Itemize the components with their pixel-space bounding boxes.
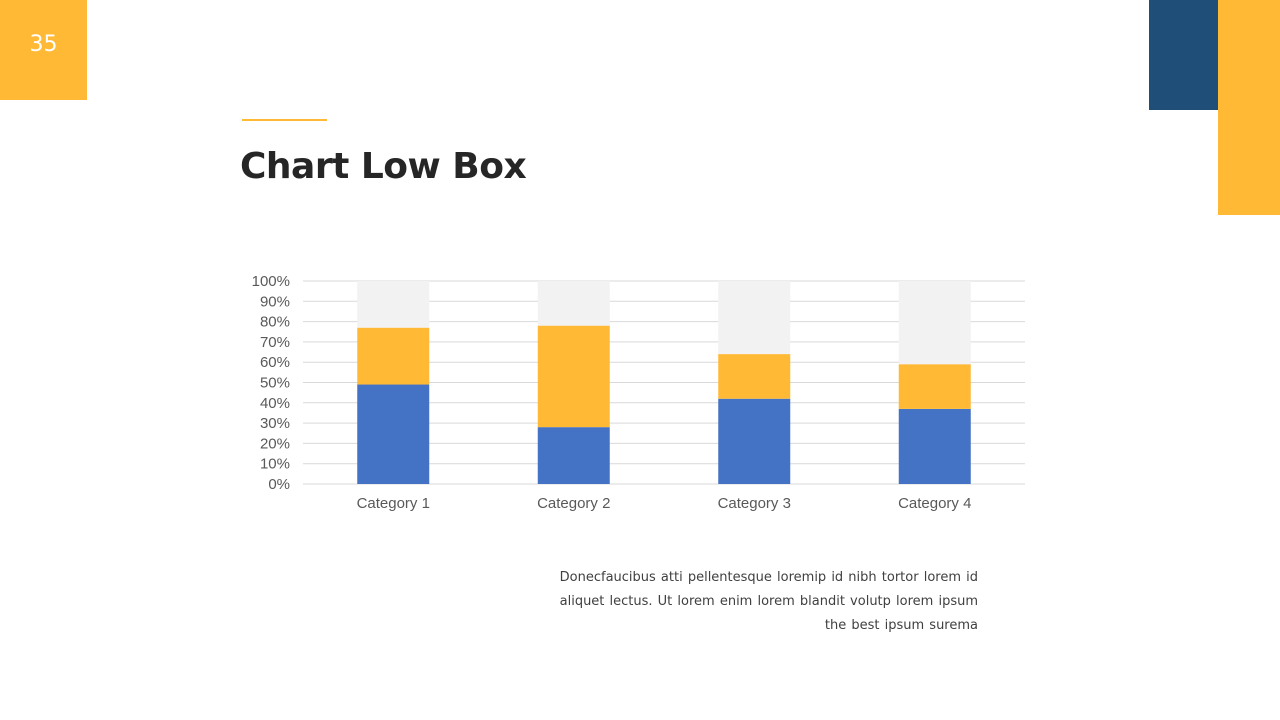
title-accent-line xyxy=(242,119,327,121)
bar-segment xyxy=(357,327,430,385)
bar-segment xyxy=(898,408,971,484)
x-category-label: Category 2 xyxy=(537,495,610,512)
y-tick-label: 30% xyxy=(260,415,290,432)
y-tick-label: 100% xyxy=(252,273,290,290)
decorative-navy-block xyxy=(1149,0,1218,110)
bar-segment xyxy=(718,281,791,355)
y-tick-label: 40% xyxy=(260,395,290,412)
y-tick-label: 10% xyxy=(260,456,290,473)
y-tick-label: 0% xyxy=(268,476,290,493)
chart-bars xyxy=(357,281,971,484)
stacked-bar-chart: 0% 10% 20% 30% 40% 50% 60% 70% 80% 90% 100% Categor… xyxy=(252,273,1025,512)
description-line-1: Donecfaucibus atti pellentesque loremip … xyxy=(559,570,978,585)
bar-segment xyxy=(718,354,791,399)
y-tick-label: 70% xyxy=(260,334,290,351)
page-number: 35 xyxy=(29,32,58,57)
y-tick-label: 20% xyxy=(260,435,290,452)
y-tick-label: 60% xyxy=(260,354,290,371)
bar-segment xyxy=(537,325,610,428)
x-category-label: Category 3 xyxy=(718,495,791,512)
bar-segment xyxy=(357,281,430,328)
bar-segment xyxy=(537,427,610,484)
page-number-box: 35 xyxy=(0,0,87,100)
decorative-yellow-block xyxy=(1218,0,1280,215)
x-category-label: Category 4 xyxy=(898,495,971,512)
chart-axes: 0% 10% 20% 30% 40% 50% 60% 70% 80% 90% 100% Categor… xyxy=(252,273,972,512)
bar-segment xyxy=(357,384,430,484)
y-tick-label: 50% xyxy=(260,375,290,392)
bar-segment xyxy=(537,281,610,326)
description-line-3: the best ipsum surema xyxy=(824,618,978,633)
bar-segment xyxy=(898,364,971,409)
y-tick-label: 80% xyxy=(260,314,290,331)
bar-segment xyxy=(898,281,971,365)
bar-segment xyxy=(718,398,791,484)
slide-title: Chart Low Box xyxy=(240,146,527,187)
description-line-2: aliquet lectus. Ut lorem enim lorem blan… xyxy=(559,594,978,609)
description-text: Donecfaucibus atti pellentesque loremip … xyxy=(540,566,978,638)
y-tick-label: 90% xyxy=(260,293,290,310)
x-category-label: Category 1 xyxy=(357,495,430,512)
